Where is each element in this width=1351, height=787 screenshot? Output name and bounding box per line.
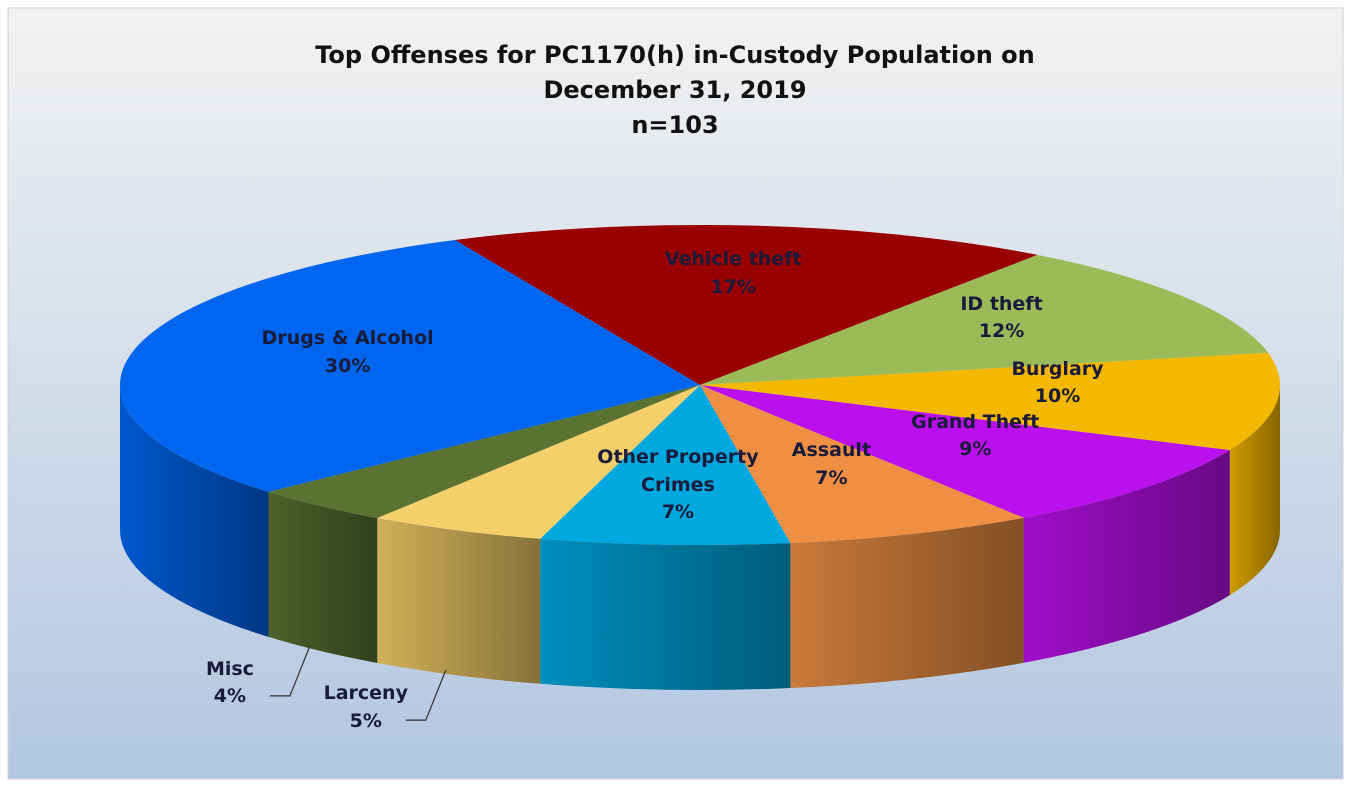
category-label: Assault [791, 439, 872, 462]
data-label: Grand Theft 9% [885, 409, 1065, 464]
category-label: Drugs & Alcohol [261, 327, 434, 350]
value-label: 10% [1034, 385, 1081, 408]
category-label: Vehicle theft [664, 248, 802, 271]
category-label: Burglary [1011, 357, 1104, 380]
slice [540, 385, 791, 546]
slice [454, 225, 1038, 385]
chart-title: Top Offenses for PC1170(h) in-Custody Po… [315, 41, 1035, 104]
slice [700, 352, 1281, 451]
chart-subtitle: n=103 [631, 110, 719, 139]
value-label: 17% [710, 275, 756, 298]
value-label: 5% [349, 709, 382, 732]
data-label-box: Other Property Crimes 7% [588, 444, 768, 527]
slice [700, 385, 1230, 518]
slice [700, 254, 1269, 385]
data-label-box: Burglary 10% [968, 356, 1148, 411]
data-label: Drugs & Alcohol 30% [258, 325, 438, 380]
data-label: ID theft 12% [912, 291, 1092, 346]
data-label: Misc 4% [140, 656, 320, 711]
data-label-box: ID theft 12% [912, 291, 1092, 346]
data-label-box: Misc 4% [140, 656, 320, 711]
value-label: 12% [978, 320, 1025, 343]
slice-side [377, 517, 541, 684]
data-label: Other Property Crimes 7% [588, 444, 768, 527]
data-label-box: Larceny 5% [276, 680, 456, 735]
slice [119, 239, 700, 492]
data-label: Assault 7% [741, 437, 921, 492]
category-label: Other Property Crimes [597, 446, 759, 496]
data-label-box: Assault 7% [741, 437, 921, 492]
value-label: 4% [213, 685, 247, 708]
slice-side [120, 385, 269, 637]
data-label-box: Grand Theft 9% [885, 409, 1065, 464]
category-label: ID theft [960, 292, 1043, 315]
slice [377, 385, 700, 539]
data-label: Vehicle theft 17% [643, 246, 823, 301]
slice [700, 385, 1024, 544]
category-label: Misc [205, 657, 254, 680]
leader-line [269, 645, 311, 697]
data-label-box: Drugs & Alcohol 30% [258, 325, 438, 380]
slice-side [1023, 450, 1230, 663]
slice-side [1229, 385, 1280, 596]
title-box: Top Offenses for PC1170(h) in-Custody Po… [315, 41, 1035, 139]
value-label: 7% [661, 501, 695, 524]
data-label: Larceny 5% [276, 680, 456, 735]
value-label: 7% [815, 466, 848, 489]
data-label-box: Vehicle theft 17% [643, 246, 823, 301]
leader-line [405, 669, 447, 721]
slice-side [790, 517, 1024, 689]
value-label: 30% [324, 354, 371, 377]
slice-side [540, 538, 791, 690]
value-label: 9% [959, 438, 992, 461]
slice-side [268, 491, 378, 663]
slice [268, 385, 700, 518]
data-label: Burglary 10% [968, 356, 1148, 411]
category-label: Grand Theft [911, 410, 1040, 433]
category-label: Larceny [323, 682, 408, 705]
